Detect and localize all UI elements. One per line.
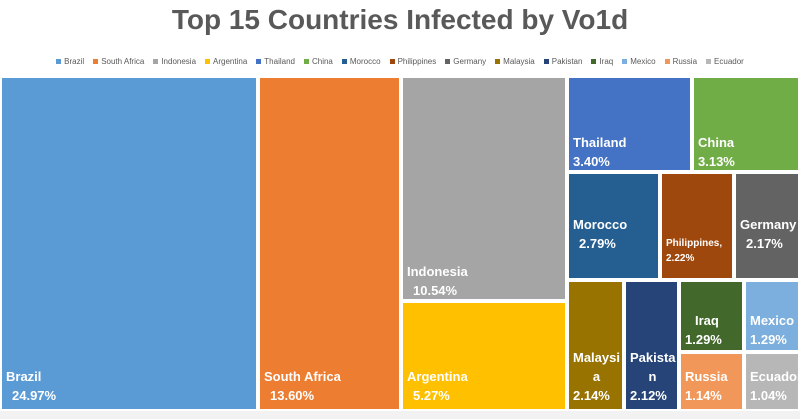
treemap-tile-iraq: Iraq 1.29%	[679, 280, 744, 352]
legend-item-pakistan: Pakistan	[543, 56, 583, 66]
tile-value: 2.17%	[746, 235, 783, 251]
tile-name: Malaysi a	[573, 350, 620, 385]
tile-value: 1.29%	[685, 331, 722, 347]
tile-name: Ecuador	[750, 369, 800, 385]
legend-label: China	[311, 56, 333, 66]
legend-item-mexico: Mexico	[622, 56, 656, 66]
legend-label: Malaysia	[503, 56, 535, 66]
tile-value: 13.60%	[270, 388, 315, 404]
legend-swatch	[303, 58, 309, 64]
tile-name: Germany	[740, 217, 797, 232]
chart-legend: Brazil South Africa Indonesia Argentina Thai…	[0, 54, 800, 68]
legend-item-indonesia: Indonesia	[153, 57, 196, 66]
legend-item-malaysia: Malaysia	[495, 57, 535, 66]
treemap-tile-pakistan: Pakista n 2.12%	[624, 280, 679, 411]
legend-label: South Africa	[101, 56, 145, 66]
tile-value: 2.14%	[573, 388, 610, 404]
legend-swatch	[389, 58, 395, 64]
legend-label: Ecuador	[714, 56, 744, 66]
tile-value: 3.40%	[573, 153, 610, 169]
tile-value: 2.79%	[579, 235, 616, 251]
tile-value: 3.13%	[698, 153, 735, 169]
treemap-tile-malaysia: Malaysi a 2.14%	[567, 280, 624, 411]
legend-label: Mexico	[630, 56, 656, 66]
treemap-tile-ecuador: Ecuador 1.04%	[744, 352, 800, 411]
legend-swatch	[341, 58, 347, 64]
treemap-tile-south-africa: South Africa 13.60%	[258, 76, 401, 411]
tile-name: Brazil	[6, 369, 42, 385]
legend-label: Indonesia	[161, 56, 197, 66]
legend-swatch	[205, 58, 211, 64]
legend-item-ecuador: Ecuador	[706, 57, 744, 66]
legend-label: Philippines	[397, 56, 437, 66]
tile-value: 2.22%	[666, 252, 695, 264]
tile-value: 2.12%	[630, 388, 667, 404]
legend-label: Russia	[672, 56, 698, 66]
tile-name: Pakista n	[630, 350, 676, 385]
treemap-tile-indonesia: Indonesia 10.54%	[401, 76, 567, 301]
legend-swatch	[495, 58, 501, 64]
legend-label: Iraq	[599, 56, 614, 66]
tile-name: China	[698, 135, 735, 150]
tile-name: Mexico	[750, 313, 795, 328]
legend-label: Pakistan	[551, 56, 583, 66]
legend-label: Brazil	[64, 56, 85, 66]
legend-item-iraq: Iraq	[591, 57, 613, 66]
legend-swatch	[256, 58, 262, 64]
legend-swatch	[543, 58, 549, 64]
legend-item-south-africa: South Africa	[93, 57, 144, 66]
tile-name: Indonesia	[407, 264, 468, 279]
legend-swatch	[664, 58, 670, 64]
legend-item-thailand: Thailand	[256, 57, 295, 66]
tile-value: 1.29%	[750, 331, 787, 347]
legend-label: Thailand	[264, 56, 295, 66]
legend-item-china: China	[303, 56, 333, 66]
tile-name: Russia	[685, 369, 728, 385]
treemap-tile-thailand: Thailand 3.40%	[567, 76, 692, 172]
legend-swatch	[56, 58, 62, 64]
legend-label: Morocco	[349, 56, 381, 66]
legend-swatch	[93, 58, 99, 64]
legend-item-germany: Germany	[445, 57, 486, 66]
tile-name: Morocco	[573, 217, 628, 232]
tile-value: 1.14%	[685, 388, 722, 404]
bottom-divider	[0, 411, 800, 419]
tile-name: Philippines,	[666, 238, 723, 249]
legend-swatch	[153, 58, 159, 64]
legend-swatch	[706, 58, 712, 64]
treemap-tile-morocco: Morocco 2.79%	[567, 172, 660, 280]
tile-value: 10.54%	[413, 282, 458, 298]
tile-value: 24.97%	[12, 388, 57, 404]
chart-title: Top 15 Countries Infected by Vo1d	[171, 4, 629, 35]
tile-value: 1.04%	[750, 388, 787, 404]
tile-name: South Africa	[264, 369, 341, 385]
legend-swatch	[591, 58, 597, 64]
legend-item-russia: Russia	[664, 56, 698, 66]
treemap-tile-russia: Russia 1.14%	[679, 352, 744, 411]
legend-item-argentina: Argentina	[205, 57, 247, 66]
treemap-tile-germany: Germany 2.17%	[734, 172, 800, 280]
legend-item-brazil: Brazil	[56, 57, 84, 66]
legend-swatch	[445, 58, 451, 64]
legend-item-morocco: Morocco	[341, 56, 381, 66]
legend-item-philippines: Philippines	[389, 56, 437, 66]
treemap-plot-area: Brazil 24.97% South Africa 13.60% Indonesia 1…	[0, 76, 800, 411]
legend-label: Argentina	[213, 56, 248, 66]
treemap-tile-china: China 3.13%	[692, 76, 800, 172]
legend-label: Germany	[453, 56, 487, 66]
tile-name: Iraq	[695, 313, 719, 328]
treemap-tile-philippines: Philippines, 2.22%	[660, 172, 734, 280]
legend-swatch	[622, 58, 628, 64]
treemap-tile-mexico: Mexico 1.29%	[744, 280, 800, 352]
tile-name: Thailand	[573, 135, 627, 150]
tile-value: 5.27%	[413, 388, 450, 404]
treemap-tile-brazil: Brazil 24.97%	[0, 76, 258, 411]
treemap-tile-argentina: Argentina 5.27%	[401, 301, 567, 411]
tile-name: Argentina	[407, 369, 468, 385]
